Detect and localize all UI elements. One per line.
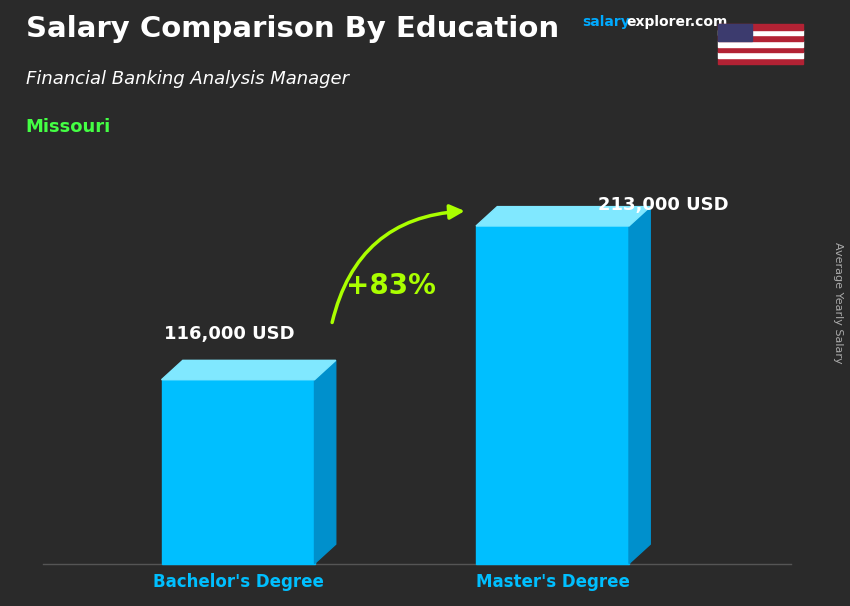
Text: salary: salary	[582, 15, 630, 29]
Text: Salary Comparison By Education: Salary Comparison By Education	[26, 15, 558, 43]
Text: +83%: +83%	[346, 272, 436, 300]
Polygon shape	[476, 226, 629, 564]
Text: Missouri: Missouri	[26, 118, 110, 136]
Polygon shape	[162, 380, 314, 564]
Bar	[718, 47, 803, 52]
Text: Average Yearly Salary: Average Yearly Salary	[833, 242, 843, 364]
Text: 116,000 USD: 116,000 USD	[164, 325, 295, 344]
Polygon shape	[314, 361, 336, 564]
Text: Bachelor's Degree: Bachelor's Degree	[152, 573, 324, 591]
Bar	[718, 24, 803, 30]
FancyArrowPatch shape	[332, 206, 461, 322]
Polygon shape	[629, 207, 650, 564]
Bar	[718, 30, 803, 36]
Bar	[718, 41, 803, 47]
Text: Financial Banking Analysis Manager: Financial Banking Analysis Manager	[26, 70, 348, 88]
Bar	[718, 36, 803, 41]
Bar	[718, 52, 803, 58]
Text: Master's Degree: Master's Degree	[475, 573, 630, 591]
Bar	[718, 24, 752, 41]
Polygon shape	[476, 207, 650, 226]
Text: 213,000 USD: 213,000 USD	[598, 196, 728, 214]
Text: explorer.com: explorer.com	[626, 15, 728, 29]
Bar	[718, 58, 803, 64]
Polygon shape	[162, 361, 336, 380]
